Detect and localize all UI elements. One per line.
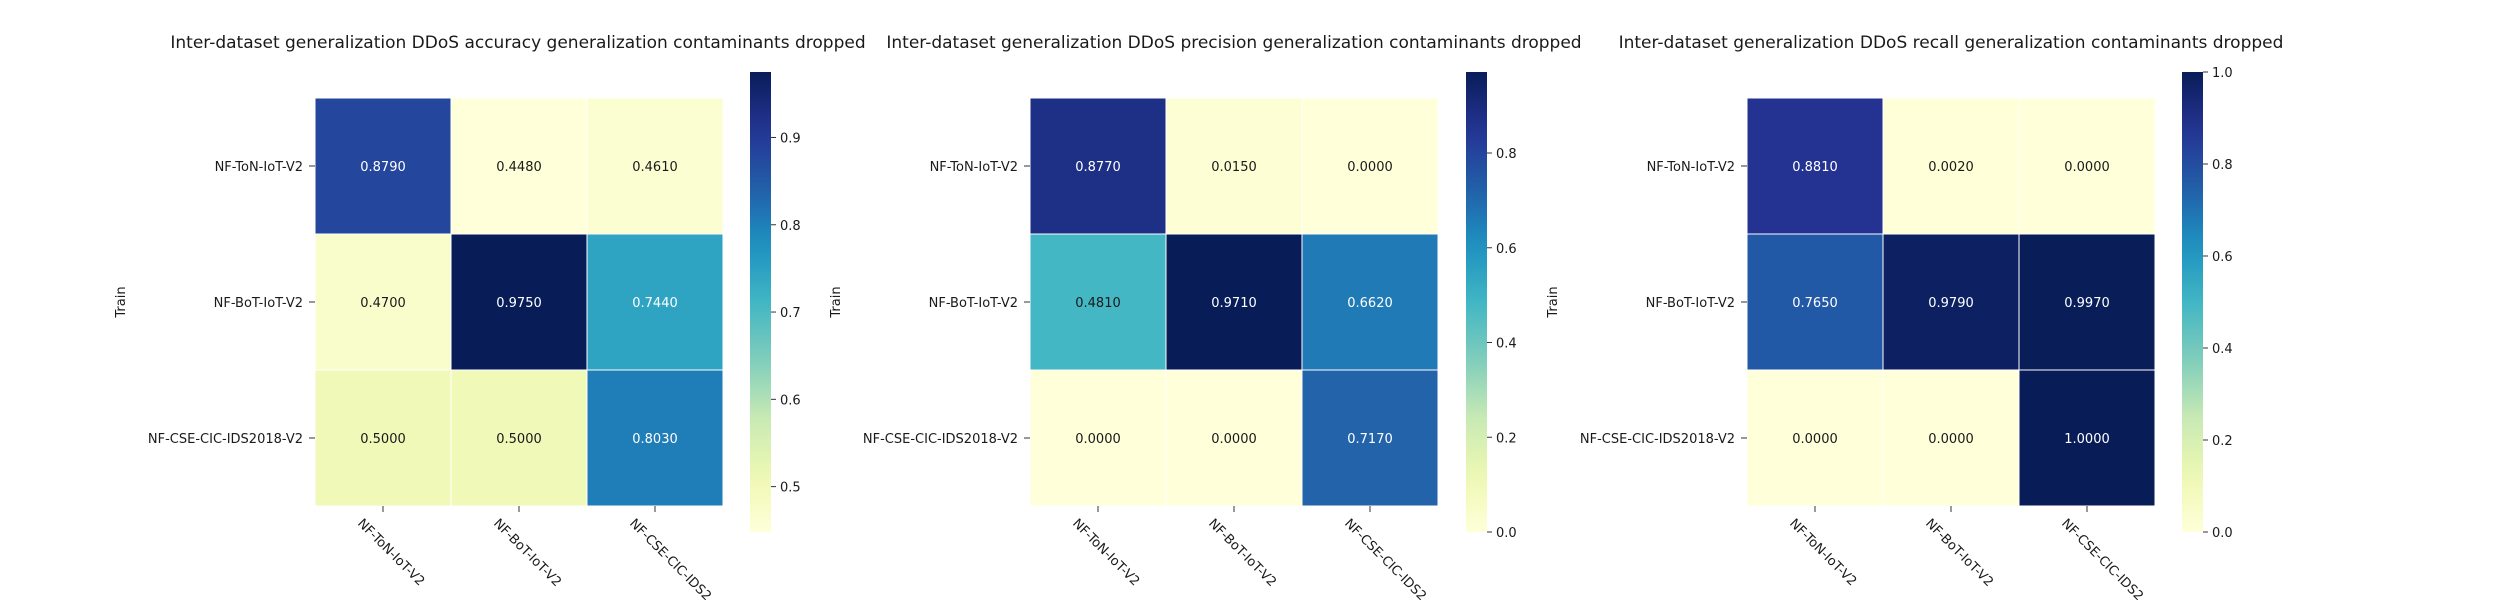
x-tick-label: NF-CSE-CIC-IDS2: [1341, 516, 1429, 600]
heatmap-cell: [450, 369, 588, 507]
heatmap-cell: [1301, 233, 1439, 371]
cell-value-label: 0.0000: [1075, 432, 1121, 447]
heatmap-cell: [1165, 369, 1303, 507]
cell-value-label: 0.0000: [2064, 160, 2110, 175]
y-tick-label: NF-CSE-CIC-IDS2018-V2: [863, 432, 1018, 447]
chart-title: Inter-dataset generalization DDoS accura…: [170, 33, 865, 53]
colorbar-tick-label: 0.0: [1496, 526, 1517, 541]
y-tick-label: NF-ToN-IoT-V2: [1647, 160, 1735, 175]
cell-value-label: 0.9970: [2064, 296, 2110, 311]
y-tick-label: NF-BoT-IoT-V2: [929, 296, 1018, 311]
y-tick-label: NF-CSE-CIC-IDS2018-V2: [148, 432, 303, 447]
colorbar-tick-label: 0.5: [780, 481, 801, 496]
heatmap-cell: [1882, 233, 2020, 371]
heatmap-cell: [2018, 369, 2156, 507]
cell-value-label: 0.0000: [1347, 160, 1393, 175]
y-axis-label: Train: [114, 286, 129, 318]
colorbar-tick-label: 0.6: [780, 393, 801, 408]
colorbar-tick-label: 0.8: [2212, 158, 2233, 173]
cell-value-label: 0.4700: [360, 296, 406, 311]
colorbar-tick-label: 0.7: [780, 306, 801, 321]
heatmap-cell: [586, 97, 724, 235]
colorbar-tick-label: 0.6: [2212, 250, 2233, 265]
cell-value-label: 0.4610: [632, 160, 678, 175]
y-tick-label: NF-BoT-IoT-V2: [214, 296, 303, 311]
heatmap-panel-2: Inter-dataset generalization DDoS precis…: [829, 33, 1582, 600]
x-tick-label: NF-CSE-CIC-IDS2: [626, 516, 714, 600]
chart-title: Inter-dataset generalization DDoS precis…: [886, 33, 1581, 53]
y-tick-label: NF-CSE-CIC-IDS2018-V2: [1580, 432, 1735, 447]
heatmap-cell: [314, 97, 452, 235]
heatmap-cell: [450, 97, 588, 235]
colorbar-tick-label: 0.8: [1496, 147, 1517, 162]
cell-value-label: 0.0020: [1928, 160, 1974, 175]
colorbar-tick-label: 0.4: [1496, 337, 1517, 352]
colorbar: [1466, 72, 1487, 532]
heatmap-cell: [1029, 97, 1167, 235]
cell-value-label: 0.9750: [496, 296, 542, 311]
colorbar-tick-label: 0.0: [2212, 526, 2233, 541]
cell-value-label: 0.4480: [496, 160, 542, 175]
colorbar-tick-label: 0.4: [2212, 342, 2233, 357]
x-tick-label: NF-BoT-IoT-V2: [490, 516, 564, 590]
cell-value-label: 0.8810: [1792, 160, 1838, 175]
cell-value-label: 0.9710: [1211, 296, 1257, 311]
colorbar-tick-label: 0.9: [780, 131, 801, 146]
colorbar: [750, 72, 771, 532]
cell-value-label: 0.0000: [1211, 432, 1257, 447]
colorbar-tick-label: 1.0: [2212, 66, 2233, 81]
colorbar-tick-label: 0.2: [1496, 431, 1517, 446]
heatmap-cell: [1029, 369, 1167, 507]
heatmap-panel-3: Inter-dataset generalization DDoS recall…: [1546, 33, 2283, 600]
x-tick-label: NF-BoT-IoT-V2: [1205, 516, 1279, 590]
cell-value-label: 0.5000: [360, 432, 406, 447]
cell-value-label: 0.6620: [1347, 296, 1393, 311]
x-tick-label: NF-ToN-IoT-V2: [354, 516, 427, 589]
y-tick-label: NF-BoT-IoT-V2: [1646, 296, 1735, 311]
cell-value-label: 0.7650: [1792, 296, 1838, 311]
heatmap-cell: [2018, 233, 2156, 371]
heatmap-cell: [1882, 369, 2020, 507]
cell-value-label: 0.8790: [360, 160, 406, 175]
cell-value-label: 0.9790: [1928, 296, 1974, 311]
cell-value-label: 1.0000: [2064, 432, 2110, 447]
colorbar: [2182, 72, 2203, 532]
heatmap-cell: [314, 233, 452, 371]
heatmap-panel-1: Inter-dataset generalization DDoS accura…: [114, 33, 866, 600]
cell-value-label: 0.8030: [632, 432, 678, 447]
heatmap-cell: [1882, 97, 2020, 235]
cell-value-label: 0.0000: [1792, 432, 1838, 447]
cell-value-label: 0.0000: [1928, 432, 1974, 447]
cell-value-label: 0.0150: [1211, 160, 1257, 175]
cell-value-label: 0.8770: [1075, 160, 1121, 175]
y-axis-label: Train: [829, 286, 844, 318]
heatmap-cell: [2018, 97, 2156, 235]
colorbar-tick-label: 0.2: [2212, 434, 2233, 449]
heatmap-cell: [586, 233, 724, 371]
x-tick-label: NF-CSE-CIC-IDS2: [2058, 516, 2146, 600]
heatmap-cell: [1165, 233, 1303, 371]
y-tick-label: NF-ToN-IoT-V2: [215, 160, 303, 175]
cell-value-label: 0.7440: [632, 296, 678, 311]
colorbar-tick-label: 0.8: [780, 219, 801, 234]
cell-value-label: 0.4810: [1075, 296, 1121, 311]
y-axis-label: Train: [1546, 286, 1561, 318]
heatmap-cell: [1301, 97, 1439, 235]
heatmap-cell: [1029, 233, 1167, 371]
x-tick-label: NF-BoT-IoT-V2: [1922, 516, 1996, 590]
heatmap-cell: [1746, 233, 1884, 371]
heatmap-cell: [1165, 97, 1303, 235]
colorbar-tick-label: 0.6: [1496, 242, 1517, 257]
y-tick-label: NF-ToN-IoT-V2: [930, 160, 1018, 175]
cell-value-label: 0.7170: [1347, 432, 1393, 447]
x-tick-label: NF-ToN-IoT-V2: [1786, 516, 1859, 589]
chart-title: Inter-dataset generalization DDoS recall…: [1619, 33, 2284, 53]
heatmap-cell: [1301, 369, 1439, 507]
heatmap-cell: [450, 233, 588, 371]
cell-value-label: 0.5000: [496, 432, 542, 447]
x-tick-label: NF-ToN-IoT-V2: [1069, 516, 1142, 589]
